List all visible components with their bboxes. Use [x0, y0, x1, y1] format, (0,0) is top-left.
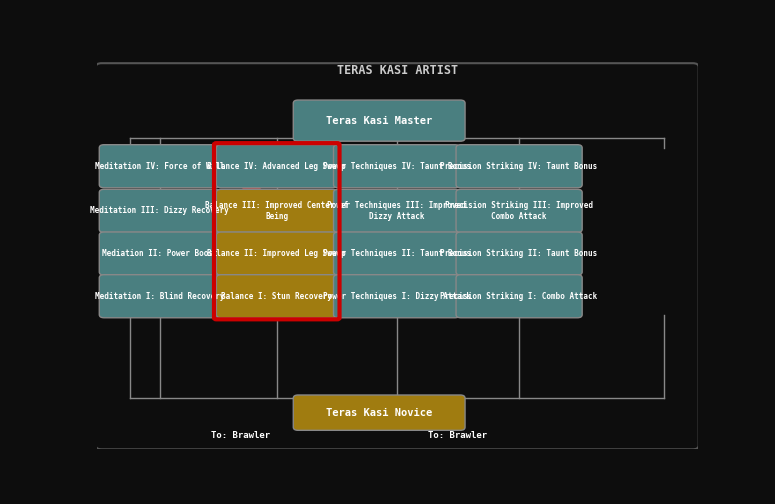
FancyBboxPatch shape — [99, 232, 220, 275]
Text: To: Brawler: To: Brawler — [212, 431, 270, 440]
Text: Balance I: Stun Recovery: Balance I: Stun Recovery — [221, 292, 332, 301]
Text: Precision Striking III: Improved
Combo Attack: Precision Striking III: Improved Combo A… — [445, 201, 593, 221]
Text: Balance II: Improved Leg Sweep: Balance II: Improved Leg Sweep — [208, 249, 346, 258]
Text: Power Techniques I: Dizzy Attack: Power Techniques I: Dizzy Attack — [322, 292, 470, 301]
FancyBboxPatch shape — [333, 275, 460, 318]
FancyBboxPatch shape — [99, 190, 220, 232]
Text: Balance III: Improved Center of
Being: Balance III: Improved Center of Being — [205, 201, 349, 221]
FancyBboxPatch shape — [293, 395, 465, 430]
Text: Meditation I: Blind Recovery: Meditation I: Blind Recovery — [95, 292, 225, 301]
Text: Power Techniques IV: Taunt Bonus: Power Techniques IV: Taunt Bonus — [322, 162, 470, 171]
FancyBboxPatch shape — [333, 190, 460, 232]
FancyBboxPatch shape — [216, 232, 337, 275]
FancyBboxPatch shape — [456, 275, 582, 318]
Text: Precision Striking I: Combo Attack: Precision Striking I: Combo Attack — [440, 292, 598, 301]
FancyBboxPatch shape — [456, 145, 582, 188]
FancyBboxPatch shape — [99, 275, 220, 318]
Text: Precision Striking II: Taunt Bonus: Precision Striking II: Taunt Bonus — [440, 249, 598, 258]
Text: Meditation IV: Force of Will: Meditation IV: Force of Will — [95, 162, 225, 171]
FancyBboxPatch shape — [333, 232, 460, 275]
FancyBboxPatch shape — [216, 145, 337, 188]
FancyBboxPatch shape — [456, 190, 582, 232]
Text: Power Techniques II: Taunt Bonus: Power Techniques II: Taunt Bonus — [322, 249, 470, 258]
Text: Teras Kasi Master: Teras Kasi Master — [326, 115, 432, 125]
FancyBboxPatch shape — [216, 275, 337, 318]
FancyBboxPatch shape — [99, 145, 220, 188]
Text: Power Techniques III: Improved
Dizzy Attack: Power Techniques III: Improved Dizzy Att… — [327, 201, 466, 221]
Text: Teras Kasi Novice: Teras Kasi Novice — [326, 408, 432, 418]
Text: TERAS KASI ARTIST: TERAS KASI ARTIST — [336, 65, 458, 78]
FancyBboxPatch shape — [293, 100, 465, 141]
FancyBboxPatch shape — [456, 232, 582, 275]
Text: x3xx: x3xx — [211, 185, 325, 230]
Text: Precision Striking IV: Taunt Bonus: Precision Striking IV: Taunt Bonus — [440, 162, 598, 171]
FancyBboxPatch shape — [216, 190, 337, 232]
Text: To: Brawler: To: Brawler — [428, 431, 487, 440]
Text: Mediation II: Power Boost: Mediation II: Power Boost — [102, 249, 218, 258]
Text: Balance IV: Advanced Leg Sweep: Balance IV: Advanced Leg Sweep — [208, 162, 346, 171]
FancyBboxPatch shape — [333, 145, 460, 188]
Text: Meditation III: Dizzy Recovery: Meditation III: Dizzy Recovery — [90, 206, 229, 215]
